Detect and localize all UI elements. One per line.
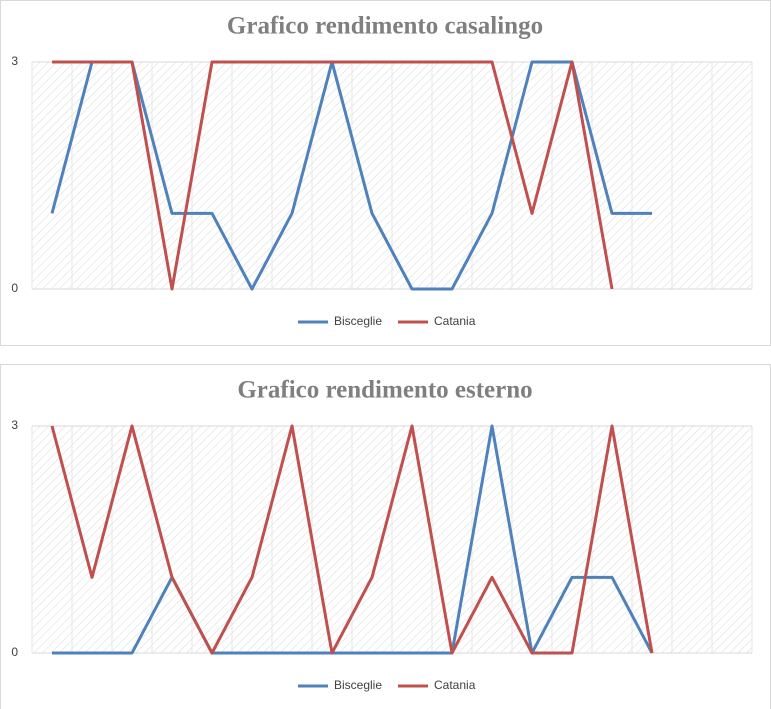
y-tick-label: 0 — [11, 645, 18, 659]
legend-label: Catania — [434, 314, 476, 328]
chart-title: Grafico rendimento casalingo — [227, 13, 543, 40]
series-line — [52, 60, 614, 291]
legend-label: Bisceglie — [334, 678, 382, 692]
legend-label: Catania — [434, 678, 476, 692]
legend-label: Bisceglie — [334, 314, 382, 328]
series-line — [50, 424, 654, 655]
y-tick-label: 3 — [11, 54, 18, 68]
series-line — [52, 424, 654, 655]
chart: Grafico rendimento casalingo 0 3 Bisceglie C… — [0, 0, 771, 346]
series-line — [50, 60, 652, 291]
chart: Grafico rendimento esterno 0 3 Bisceglie Cat… — [0, 364, 771, 709]
y-tick-label: 0 — [11, 281, 18, 295]
chart-title: Grafico rendimento esterno — [237, 377, 532, 404]
y-tick-label: 3 — [11, 418, 18, 432]
